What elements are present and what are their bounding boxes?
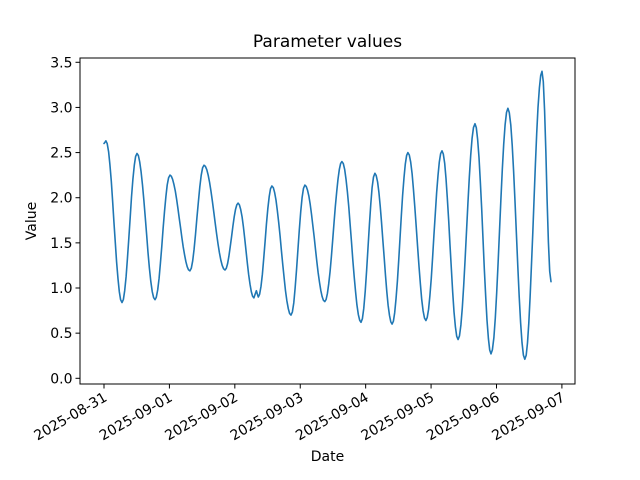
y-tick-label: 0.0 (50, 371, 72, 387)
y-tick-label: 2.0 (50, 191, 72, 207)
y-tick-label: 1.0 (50, 281, 72, 297)
axis-spine (79, 57, 576, 385)
y-tick-label: 1.5 (50, 236, 72, 252)
y-axis-label: Value (24, 202, 40, 240)
y-tick-label: 3.0 (50, 100, 72, 116)
chart-title: Parameter values (253, 32, 402, 52)
y-tick-label: 3.5 (50, 55, 72, 71)
series-line (103, 70, 552, 361)
y-tick-label: 0.5 (50, 326, 72, 342)
y-tick-label: 2.5 (50, 146, 72, 162)
x-axis-label: Date (311, 449, 344, 465)
